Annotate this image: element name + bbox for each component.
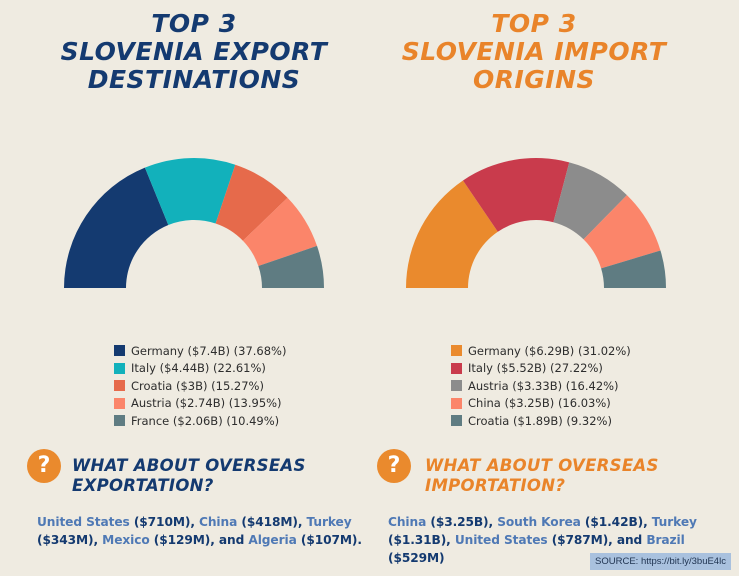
export-title: TOP 3 SLOVENIA EXPORT DESTINATIONS [34, 10, 354, 94]
country-name: South Korea [497, 515, 581, 529]
slice-italy [144, 158, 236, 226]
country-name: Brazil [646, 533, 685, 547]
legend-item: Germany ($7.4B) (37.68%) [114, 342, 286, 360]
export-title-line: DESTINATIONS [87, 65, 301, 94]
country-value: ($418M), [237, 515, 307, 529]
import-title-line: SLOVENIA IMPORT [401, 37, 667, 66]
legend-swatch [451, 397, 462, 409]
legend-swatch [451, 362, 462, 374]
legend-item: Austria ($2.74B) (13.95%) [114, 395, 286, 413]
export-half-donut-chart [64, 158, 324, 288]
country-value: ($129M), and [149, 533, 249, 547]
legend-item: Croatia ($1.89B) (9.32%) [451, 412, 631, 430]
legend-label: China ($3.25B) (16.03%) [468, 396, 611, 411]
overseas-import-heading: WHAT ABOUT OVERSEAS IMPORTATION? [425, 456, 659, 496]
legend-swatch [114, 415, 125, 427]
country-value: ($710M), [129, 515, 199, 529]
slice-italy [462, 158, 570, 232]
legend-item: Austria ($3.33B) (16.42%) [451, 377, 631, 395]
legend-swatch [451, 345, 462, 357]
question-icon: ? [377, 449, 411, 483]
export-legend: Germany ($7.4B) (37.68%) Italy ($4.44B) (… [114, 342, 286, 430]
legend-label: Croatia ($1.89B) (9.32%) [468, 413, 612, 428]
country-name: Algeria [248, 533, 297, 547]
country-value: ($107M). [296, 533, 362, 547]
country-name: Mexico [102, 533, 150, 547]
country-value: ($343M), [37, 533, 103, 547]
country-value: ($1.42B), [580, 515, 652, 529]
legend-label: Austria ($3.33B) (16.42%) [468, 378, 619, 393]
legend-label: France ($2.06B) (10.49%) [131, 413, 280, 428]
legend-item: China ($3.25B) (16.03%) [451, 395, 631, 413]
heading-line: WHAT ABOUT OVERSEAS [72, 456, 306, 475]
legend-item: Croatia ($3B) (15.27%) [114, 377, 286, 395]
overseas-export-text: United States ($710M), China ($418M), Tu… [37, 513, 382, 549]
import-legend: Germany ($6.29B) (31.02%) Italy ($5.52B) … [451, 342, 631, 430]
country-value: ($529M) [388, 551, 445, 565]
heading-line: EXPORTATION? [72, 476, 214, 495]
country-value: ($1.31B), [388, 533, 455, 547]
slice-austria [242, 197, 318, 266]
country-value: ($787M), and [547, 533, 647, 547]
legend-swatch [114, 362, 125, 374]
export-title-line: SLOVENIA EXPORT [60, 37, 328, 66]
legend-item: Italy ($5.52B) (27.22%) [451, 360, 631, 378]
legend-label: Italy ($5.52B) (27.22%) [468, 361, 603, 376]
question-icon: ? [27, 449, 61, 483]
heading-line: WHAT ABOUT OVERSEAS [425, 456, 659, 475]
slice-china [583, 195, 661, 269]
country-name: United States [37, 515, 130, 529]
slice-france [258, 245, 324, 288]
slice-croatia [215, 164, 288, 241]
legend-swatch [114, 345, 125, 357]
country-name: United States [454, 533, 548, 547]
slice-germany [64, 167, 169, 288]
import-title-line: ORIGINS [472, 65, 596, 94]
legend-label: Germany ($6.29B) (31.02%) [468, 343, 631, 358]
legend-label: Croatia ($3B) (15.27%) [131, 378, 264, 393]
legend-label: Austria ($2.74B) (13.95%) [131, 396, 282, 411]
country-name: China [388, 515, 427, 529]
import-title-line: TOP 3 [491, 9, 577, 38]
slice-austria [553, 162, 627, 240]
country-name: Turkey [306, 515, 352, 529]
legend-swatch [114, 397, 125, 409]
slice-croatia [601, 250, 666, 288]
legend-item: Italy ($4.44B) (22.61%) [114, 360, 286, 378]
legend-label: Italy ($4.44B) (22.61%) [131, 361, 266, 376]
export-title-line: TOP 3 [151, 9, 237, 38]
legend-swatch [451, 415, 462, 427]
legend-item: France ($2.06B) (10.49%) [114, 412, 286, 430]
heading-line: IMPORTATION? [425, 476, 566, 495]
legend-swatch [114, 380, 125, 392]
legend-item: Germany ($6.29B) (31.02%) [451, 342, 631, 360]
legend-label: Germany ($7.4B) (37.68%) [131, 343, 287, 358]
country-name: Turkey [651, 515, 697, 529]
overseas-import-text: China ($3.25B), South Korea ($1.42B), Tu… [388, 513, 733, 567]
legend-swatch [451, 380, 462, 392]
source-badge[interactable]: SOURCE: https://bit.ly/3buE4lc [590, 553, 731, 570]
import-half-donut-chart [406, 158, 666, 288]
slice-germany [406, 180, 498, 288]
country-name: China [199, 515, 238, 529]
country-value: ($3.25B), [426, 515, 498, 529]
overseas-export-heading: WHAT ABOUT OVERSEAS EXPORTATION? [72, 456, 306, 496]
import-title: TOP 3 SLOVENIA IMPORT ORIGINS [374, 10, 694, 94]
